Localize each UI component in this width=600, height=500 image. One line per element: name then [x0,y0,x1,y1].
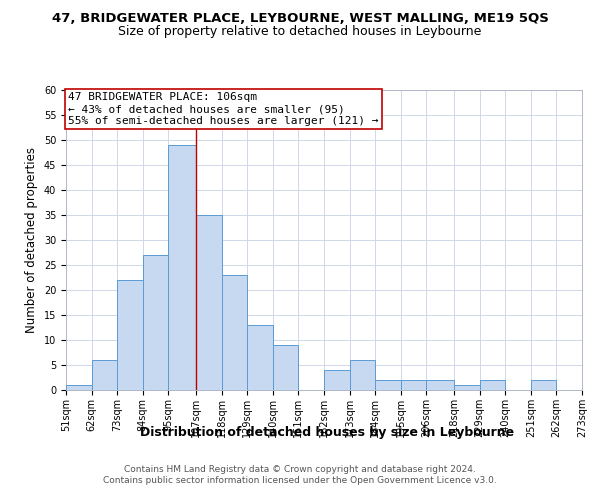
Bar [426,380,454,390]
Text: 47 BRIDGEWATER PLACE: 106sqm
← 43% of detached houses are smaller (95)
55% of se: 47 BRIDGEWATER PLACE: 106sqm ← 43% of de… [68,92,379,126]
Bar [117,280,143,390]
Bar [222,275,247,390]
Text: Contains HM Land Registry data © Crown copyright and database right 2024.: Contains HM Land Registry data © Crown c… [124,465,476,474]
Bar [324,370,350,390]
Y-axis label: Number of detached properties: Number of detached properties [25,147,38,333]
Text: Contains public sector information licensed under the Open Government Licence v3: Contains public sector information licen… [103,476,497,485]
Text: Size of property relative to detached houses in Leybourne: Size of property relative to detached ho… [118,25,482,38]
Bar [143,255,168,390]
Bar [92,360,117,390]
Bar [454,385,480,390]
Bar [168,145,196,390]
Bar [273,345,298,390]
Bar [66,385,92,390]
Bar [247,325,273,390]
Bar [350,360,375,390]
Bar [480,380,505,390]
Text: Distribution of detached houses by size in Leybourne: Distribution of detached houses by size … [140,426,514,439]
Bar [196,215,222,390]
Bar [401,380,426,390]
Bar [375,380,401,390]
Text: 47, BRIDGEWATER PLACE, LEYBOURNE, WEST MALLING, ME19 5QS: 47, BRIDGEWATER PLACE, LEYBOURNE, WEST M… [52,12,548,26]
Bar [531,380,556,390]
